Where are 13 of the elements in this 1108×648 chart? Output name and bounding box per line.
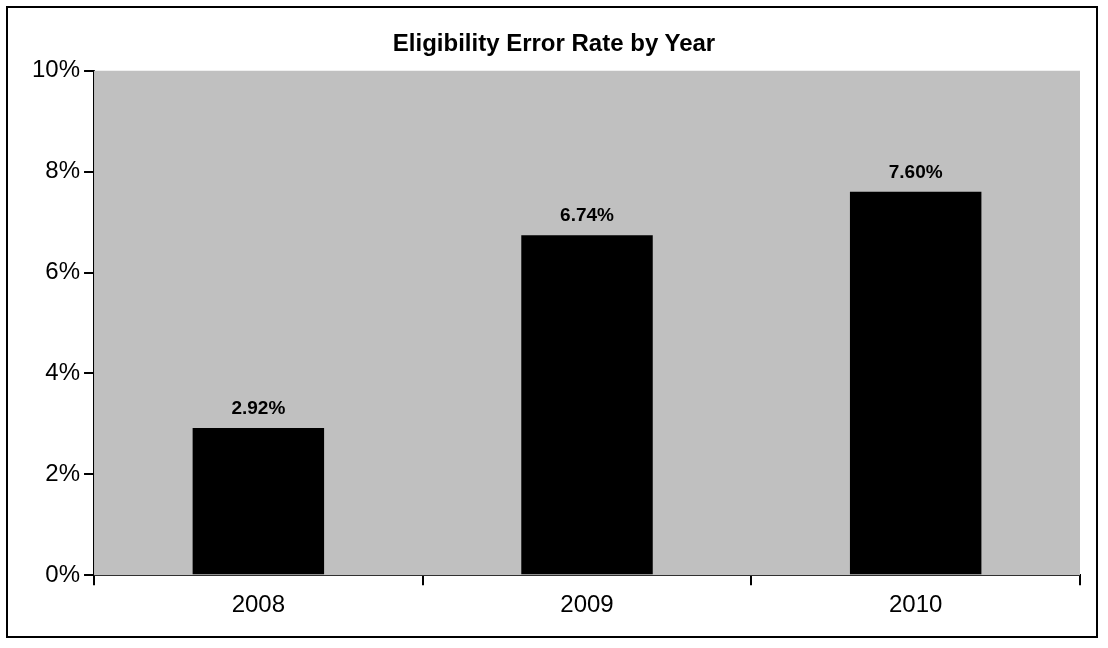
y-tick-label: 8% [45, 156, 81, 184]
data-label: 6.74% [560, 203, 615, 225]
y-tick-label: 10% [31, 55, 81, 83]
y-tick-label: 4% [45, 358, 81, 386]
data-label: 7.60% [888, 160, 943, 182]
chart-title: Eligibility Error Rate by Year [392, 29, 716, 57]
y-tick-label: 0% [45, 559, 81, 587]
x-tick-label: 2009 [560, 590, 614, 618]
x-tick-label: 2008 [231, 590, 286, 618]
y-tick-label: 2% [45, 458, 81, 486]
data-label: 2.92% [231, 396, 286, 418]
y-tick-label: 6% [45, 257, 81, 285]
x-tick-label: 2010 [888, 590, 943, 618]
